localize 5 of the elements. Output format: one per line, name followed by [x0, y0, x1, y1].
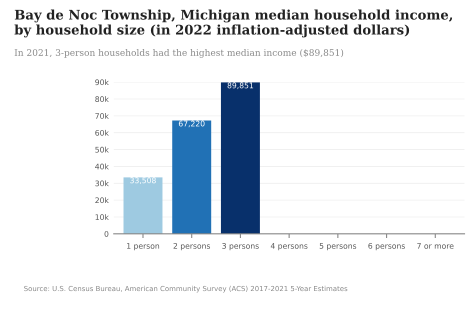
bar	[220, 82, 260, 234]
bar	[172, 120, 212, 234]
chart-subtitle: In 2021, 3-person households had the highest median income ($89,851)	[14, 48, 344, 58]
chart-title: Bay de Noc Township, Michigan median household income, by household size (in 2022 inflation-adjusted dollars)	[14, 9, 452, 38]
bar	[124, 177, 162, 234]
